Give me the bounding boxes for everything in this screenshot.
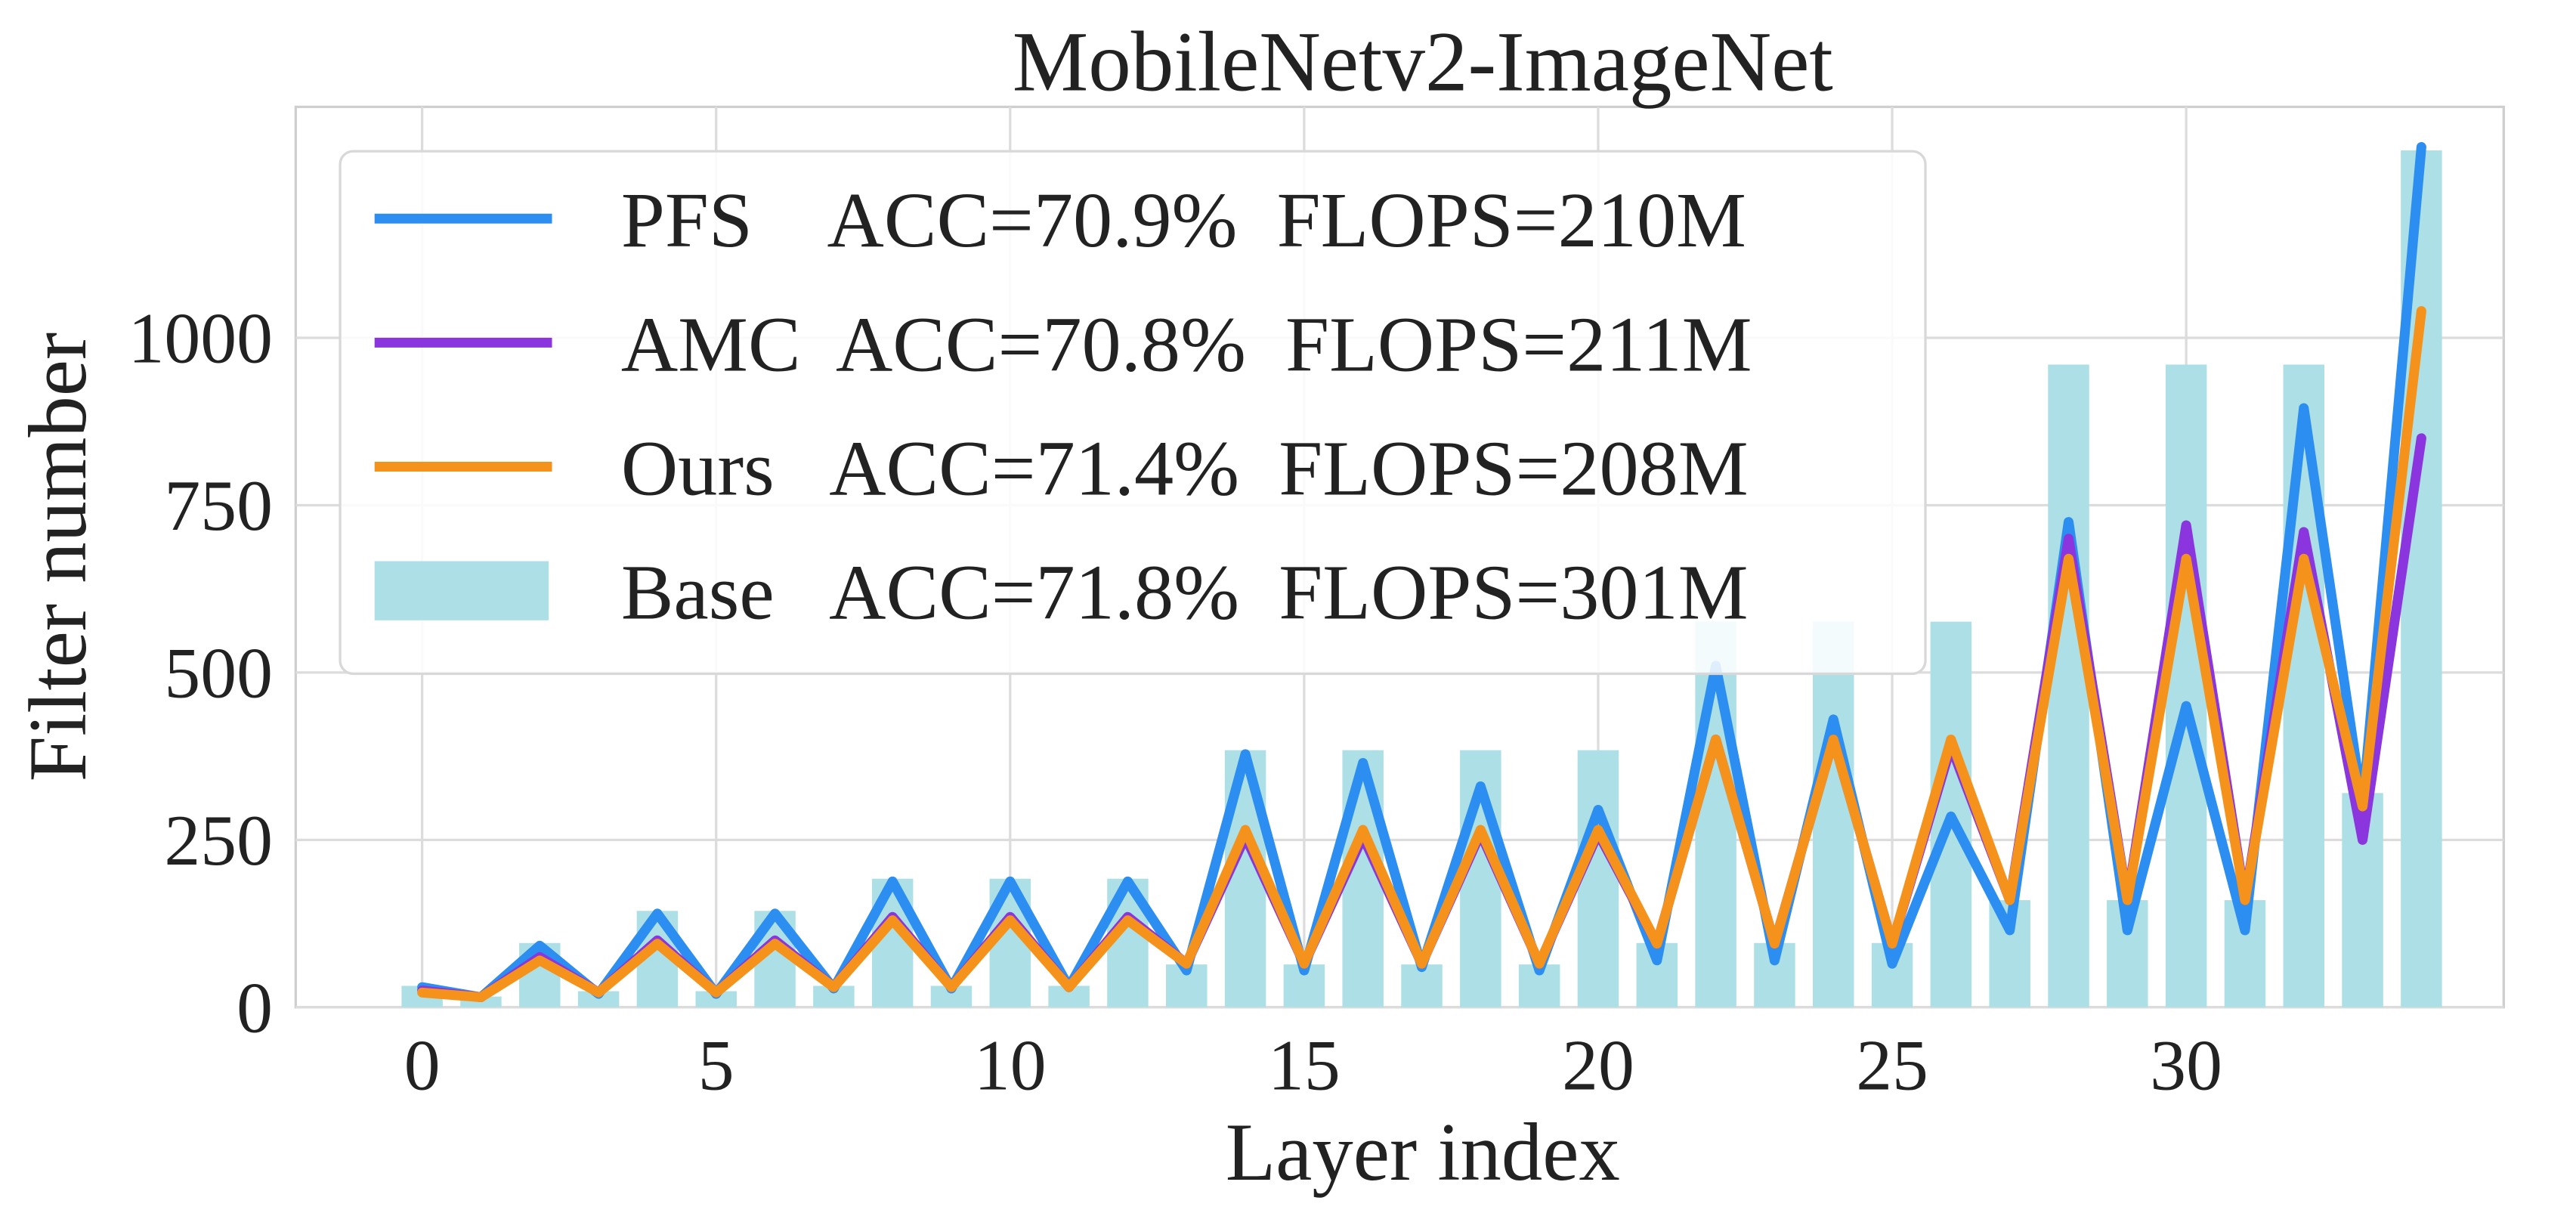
y-tick-label: 250 [164, 800, 272, 880]
bar [2165, 364, 2207, 1007]
legend-box [339, 150, 1927, 676]
line [417, 306, 2426, 1003]
x-tick-label: 30 [2150, 1026, 2222, 1106]
legend-swatch [374, 561, 549, 620]
y-axis-label: Filter number [12, 333, 104, 782]
chart-title: MobileNetv2-ImageNet [1013, 15, 1833, 110]
legend-label: AMC ACC=70.8% FLOPS=211M [621, 300, 1752, 388]
bar [2048, 364, 2089, 1007]
bar [695, 991, 737, 1007]
marks [401, 142, 2442, 1007]
x-tick-label: 20 [1562, 1026, 1634, 1106]
y-tick-label: 500 [164, 633, 272, 713]
x-tick-label: 0 [404, 1026, 441, 1106]
bar [577, 991, 620, 1007]
bar [1577, 750, 1619, 1007]
legend-label: Ours ACC=71.4% FLOPS=208M [621, 424, 1749, 512]
x-tick-label: 25 [1856, 1026, 1928, 1106]
x-tick-label: 5 [698, 1026, 734, 1106]
y-tick-label: 0 [237, 967, 273, 1047]
x-tick-label: 10 [974, 1026, 1047, 1106]
legend-label: PFS ACC=70.9% FLOPS=210M [621, 176, 1746, 264]
y-tick-label: 1000 [128, 299, 273, 379]
y-tick-label: 750 [164, 466, 272, 546]
bar [1812, 621, 1854, 1007]
legend: PFS ACC=70.9% FLOPS=210M AMC ACC=70.8% FL… [339, 150, 1927, 676]
legend-label: Base ACC=71.8% FLOPS=301M [621, 549, 1749, 636]
x-tick-label: 15 [1268, 1026, 1341, 1106]
x-axis-label: Layer index [1226, 1106, 1620, 1198]
bar [2283, 364, 2324, 1007]
